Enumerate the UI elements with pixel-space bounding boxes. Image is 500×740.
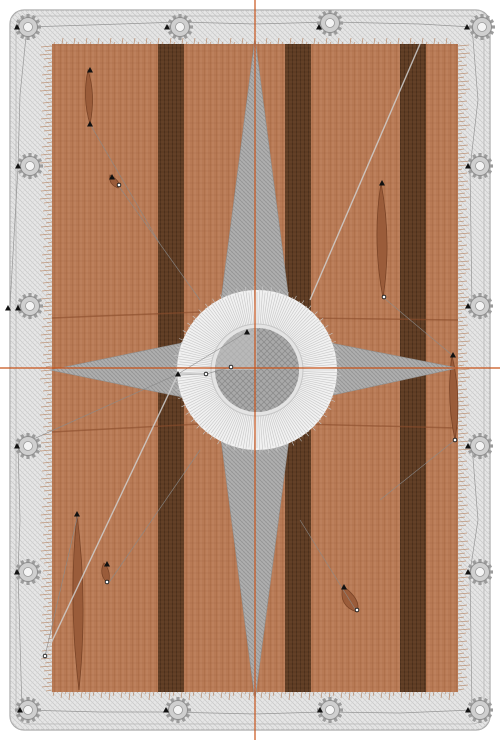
gear-icon: [17, 293, 43, 319]
gear-icon: [467, 559, 493, 585]
gear-icon: [467, 153, 493, 179]
triangle-marker-icon: [14, 443, 20, 449]
triangle-marker-icon: [465, 443, 471, 449]
gear-icon: [467, 697, 493, 723]
fabric-seams: [51, 311, 459, 433]
triangle-marker-icon: [316, 24, 322, 30]
leaf-motif-bottom-left: [72, 513, 84, 691]
triangle-marker-icon: [14, 569, 20, 575]
stitch-dot-icon: [381, 294, 387, 300]
fabric-fringe: [39, 37, 471, 701]
triangle-marker-icon: [341, 584, 347, 590]
triangle-marker-icon: [5, 305, 11, 311]
stitch-dot-icon: [354, 607, 360, 613]
gear-icon: [467, 293, 493, 319]
triangle-marker-icon: [317, 707, 323, 713]
gear-icon: [167, 14, 193, 40]
stitch-dot-icon: [228, 364, 234, 370]
triangle-marker-icon: [17, 707, 23, 713]
gear-icon: [469, 14, 495, 40]
triangle-marker-icon: [465, 163, 471, 169]
leaf-motifs: [72, 68, 459, 691]
triangle-marker-icon: [175, 371, 181, 377]
triangle-marker-icon: [465, 569, 471, 575]
triangle-marker-icon: [87, 121, 93, 127]
gear-icon: [17, 153, 43, 179]
gear-icon: [317, 697, 343, 723]
stitch-dot-icon: [452, 437, 458, 443]
triangle-marker-icon: [87, 67, 93, 73]
triangle-marker-icon: [464, 24, 470, 30]
stitch-dot-icon: [104, 579, 110, 585]
gear-icon: [15, 433, 41, 459]
stitch-dot-icon: [116, 182, 122, 188]
triangle-marker-icon: [465, 707, 471, 713]
triangle-marker-icon: [109, 174, 115, 180]
triangle-marker-icon: [163, 707, 169, 713]
ring-rays: [173, 286, 341, 454]
triangle-marker-icon: [74, 511, 80, 517]
stitch-dot-icon: [203, 371, 209, 377]
triangle-marker-icon: [379, 180, 385, 186]
center-ring: [173, 286, 341, 454]
hoop-clamps: [15, 10, 495, 723]
stitch-dot-icon: [42, 653, 48, 659]
triangle-marker-icon: [465, 303, 471, 309]
triangle-marker-icon: [244, 329, 250, 335]
triangle-marker-icon: [15, 163, 21, 169]
triangle-marker-icon: [15, 305, 21, 311]
stitch-markers: [5, 24, 471, 713]
gear-icon: [317, 10, 343, 36]
triangle-marker-icon: [450, 352, 456, 358]
triangle-marker-icon: [104, 561, 110, 567]
travel-lines: [9, 21, 479, 715]
gear-icon: [15, 559, 41, 585]
gear-icon: [165, 697, 191, 723]
triangle-marker-icon: [14, 24, 20, 30]
gear-icon: [467, 433, 493, 459]
triangle-marker-icon: [164, 24, 170, 30]
